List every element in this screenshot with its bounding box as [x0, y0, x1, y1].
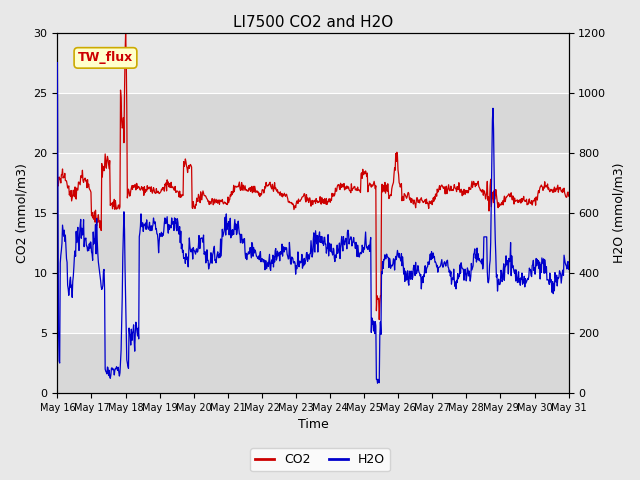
- Bar: [58, 333, 568, 393]
- Y-axis label: H2O (mmol/m3): H2O (mmol/m3): [612, 163, 625, 263]
- Text: TW_flux: TW_flux: [78, 51, 133, 64]
- Y-axis label: CO2 (mmol/m3): CO2 (mmol/m3): [15, 163, 28, 263]
- Bar: [58, 153, 568, 213]
- Bar: [58, 273, 568, 333]
- Bar: [58, 33, 568, 93]
- Bar: [58, 93, 568, 153]
- Legend: CO2, H2O: CO2, H2O: [250, 448, 390, 471]
- Title: LI7500 CO2 and H2O: LI7500 CO2 and H2O: [233, 15, 393, 30]
- X-axis label: Time: Time: [298, 419, 328, 432]
- Bar: [58, 213, 568, 273]
